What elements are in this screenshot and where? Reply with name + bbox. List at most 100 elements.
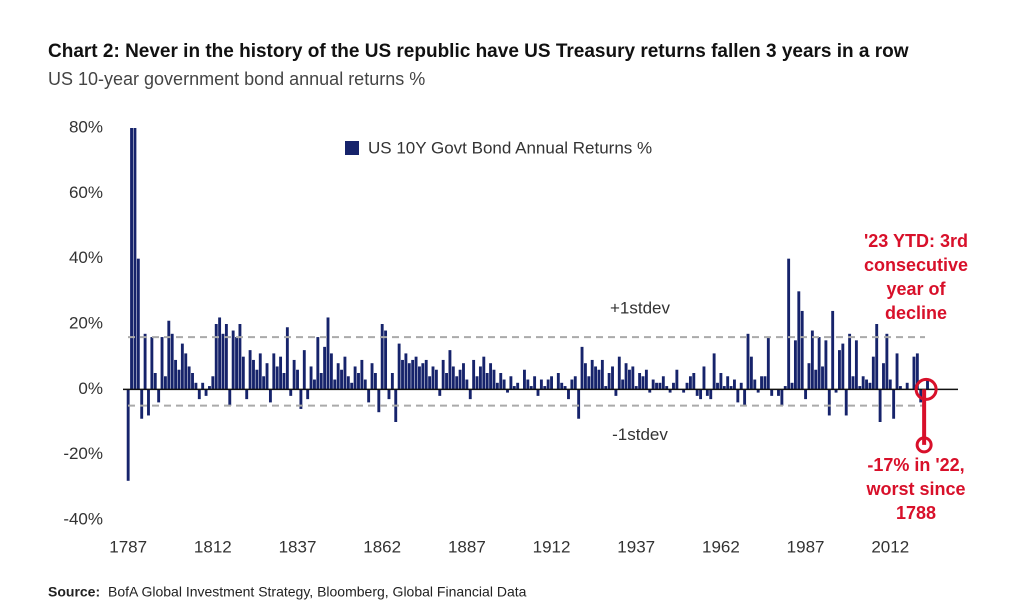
- bar: [617, 356, 621, 390]
- bar: [279, 356, 283, 390]
- bar: [827, 389, 831, 416]
- bar: [898, 386, 902, 390]
- bar: [255, 369, 259, 390]
- bar: [661, 376, 665, 390]
- bar: [445, 373, 448, 390]
- bar: [783, 386, 787, 390]
- bar: [658, 382, 662, 390]
- bar: [136, 258, 140, 390]
- bar: [167, 320, 171, 390]
- bar: [777, 389, 780, 396]
- x-tick-label: 1912: [533, 537, 571, 556]
- bar: [343, 356, 347, 390]
- bar: [512, 386, 516, 390]
- bar: [807, 363, 811, 390]
- bar: [489, 363, 493, 390]
- bar: [848, 333, 852, 390]
- bar: [346, 376, 350, 390]
- bar: [414, 356, 418, 390]
- bar: [722, 386, 726, 390]
- y-tick-label: 60%: [69, 183, 103, 202]
- bar: [834, 389, 838, 393]
- bar: [231, 330, 235, 390]
- bar: [824, 340, 828, 390]
- bar: [336, 363, 340, 390]
- x-tick-label: 1987: [787, 537, 825, 556]
- annotation: worst since: [865, 479, 965, 499]
- bar: [614, 389, 618, 396]
- y-tick-label: 0%: [78, 379, 103, 398]
- bar: [685, 382, 689, 390]
- bar: [875, 324, 879, 390]
- bar: [790, 382, 794, 390]
- bar: [482, 356, 486, 390]
- bar: [265, 363, 269, 390]
- bar: [380, 324, 384, 390]
- bar: [180, 343, 184, 390]
- bar: [821, 366, 824, 390]
- bar: [401, 359, 404, 390]
- bar: [726, 376, 730, 390]
- bar: [766, 337, 770, 390]
- bar: [478, 366, 482, 390]
- bar: [760, 376, 763, 390]
- legend-label: US 10Y Govt Bond Annual Returns %: [368, 138, 652, 157]
- bar: [404, 353, 408, 390]
- bar: [313, 379, 316, 390]
- bar: [282, 373, 286, 390]
- x-tick-label: 1862: [363, 537, 401, 556]
- bar: [523, 369, 526, 390]
- bar: [895, 353, 899, 390]
- bar: [130, 128, 133, 390]
- bar: [214, 324, 218, 390]
- bar: [177, 369, 181, 390]
- bar: [719, 373, 723, 390]
- bar: [268, 389, 272, 403]
- bar: [655, 382, 658, 390]
- bar: [597, 369, 601, 390]
- bar: [126, 389, 130, 481]
- bar: [377, 389, 381, 413]
- chart-subtitle: US 10-year government bond annual return…: [48, 69, 425, 89]
- bar: [451, 366, 455, 390]
- bar: [157, 389, 161, 403]
- bar: [316, 337, 320, 390]
- bar: [770, 389, 774, 396]
- bar: [668, 389, 672, 393]
- bar: [143, 333, 147, 390]
- bar: [360, 359, 364, 390]
- bar: [153, 373, 157, 390]
- bar: [705, 389, 709, 396]
- bar: [333, 379, 337, 390]
- bar: [695, 389, 699, 396]
- annotation: year of: [886, 279, 946, 299]
- bar: [509, 376, 513, 390]
- bar: [871, 356, 875, 390]
- bar: [407, 363, 411, 390]
- bar: [529, 386, 533, 390]
- bar: [573, 376, 577, 390]
- bar: [533, 376, 537, 390]
- bar: [753, 379, 757, 390]
- bar: [854, 340, 858, 390]
- bar: [370, 363, 374, 390]
- bar: [583, 363, 587, 390]
- bar: [651, 379, 655, 390]
- bar: [434, 369, 438, 390]
- bar: [147, 389, 150, 416]
- bar: [563, 386, 567, 390]
- bar: [248, 350, 252, 390]
- bar: [665, 386, 669, 390]
- bar: [858, 386, 862, 390]
- bar: [367, 389, 371, 403]
- bar: [245, 389, 249, 400]
- bar: [797, 291, 801, 390]
- highlight-ring: [914, 377, 938, 401]
- bar: [319, 373, 323, 390]
- bar: [861, 376, 865, 390]
- bar: [191, 373, 194, 390]
- bar: [550, 376, 553, 390]
- bar: [221, 333, 225, 390]
- bar: [634, 386, 638, 390]
